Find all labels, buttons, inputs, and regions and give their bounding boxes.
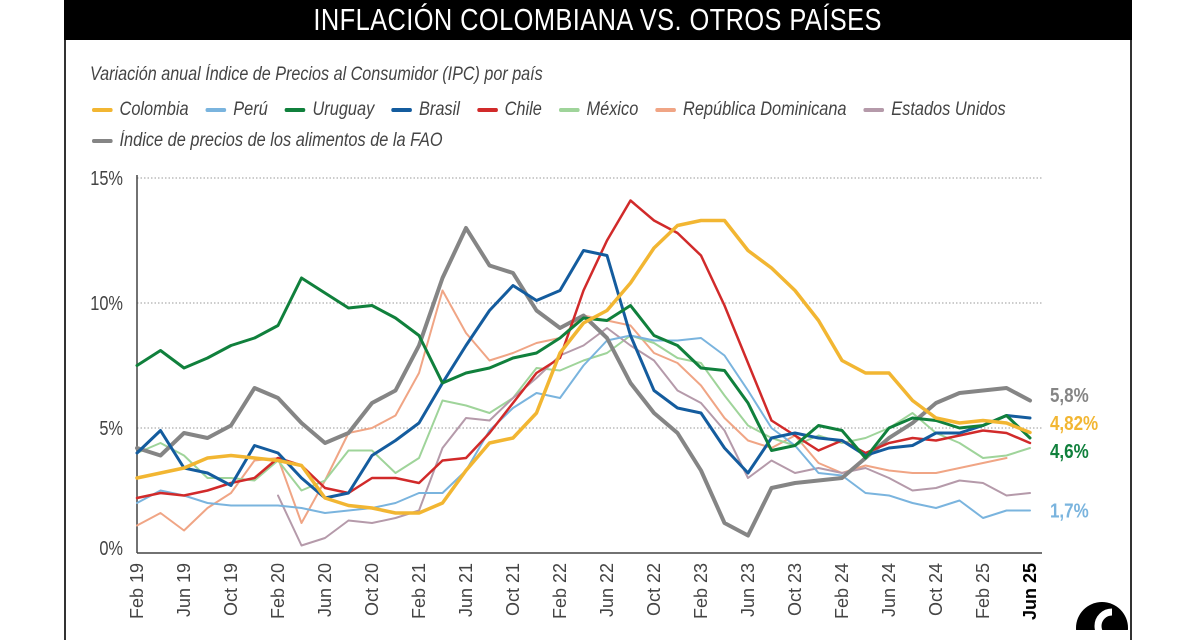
end-label-uruguay: 4,6% (1050, 440, 1089, 463)
legend-swatch (284, 107, 306, 112)
x-tick-label: Oct 20 (362, 563, 382, 616)
legend-item-estados-unidos: Estados Unidos (863, 98, 1006, 121)
legend-label: Chile (504, 98, 542, 120)
series-line-chile (135, 199, 1032, 500)
legend-label: Colombia (119, 98, 189, 120)
legend-swatch (863, 107, 885, 112)
legend-item-mexico: México (559, 99, 638, 121)
legend-row: Índice de precios de los alimentos de la… (92, 125, 986, 156)
legend-swatch (92, 138, 113, 143)
chart-subtitle: Variación anual Índice de Precios al Con… (90, 64, 543, 85)
legend-swatch (655, 107, 677, 112)
legend-swatch (391, 107, 413, 112)
x-tick-label: Jun 20 (315, 563, 335, 617)
legend-swatch (477, 107, 498, 112)
x-tick-label: Feb 25 (973, 563, 993, 619)
x-tick-label: Feb 23 (691, 563, 711, 619)
legend-item-peru: Perú (205, 98, 268, 121)
y-tick-label: 0% (99, 536, 123, 559)
series-line-colombia (135, 218, 1032, 515)
legend-label: Uruguay (312, 98, 375, 120)
legend-item-republica-dominicana: República Dominicana (655, 98, 847, 121)
series-line-peru (136, 334, 1031, 519)
x-tick-label: Oct 22 (644, 563, 664, 616)
x-tick-label: Feb 20 (268, 563, 288, 619)
x-tick-label: Jun 19 (174, 563, 194, 617)
legend-label: Perú (233, 98, 268, 120)
x-tick-label: Jun 24 (879, 563, 899, 617)
series-line-uruguay (135, 276, 1032, 460)
chart-frame (64, 0, 1132, 640)
x-tick-label: Feb 22 (550, 563, 570, 619)
x-tick-label: Jun 25 (1020, 563, 1040, 620)
legend-label: Brasil (419, 98, 460, 120)
end-label-peru: 1,7% (1050, 499, 1089, 522)
series-line-mexico (136, 334, 1031, 492)
chart-title: INFLACIÓN COLOMBIANA VS. OTROS PAÍSES (313, 2, 883, 37)
legend-item-indice-de-precios-de-los-alimentos-de-la-fao: Índice de precios de los alimentos de la… (92, 130, 443, 152)
legend-item-brasil: Brasil (391, 98, 460, 121)
legend-label: Estados Unidos (891, 98, 1006, 120)
legend-label: República Dominicana (683, 98, 847, 120)
end-label-colombia: 4,82% (1050, 412, 1098, 435)
series-line-estados-unidos (277, 327, 1031, 547)
end-label-indice-de-precios-de-los-alimentos-de-la-fao: 5,8% (1050, 384, 1089, 407)
x-tick-label: Oct 24 (926, 563, 946, 616)
title-bar: INFLACIÓN COLOMBIANA VS. OTROS PAÍSES (64, 0, 1132, 40)
legend-swatch (92, 107, 113, 112)
legend-item-uruguay: Uruguay (284, 98, 375, 121)
legend-label: Índice de precios de los alimentos de la… (119, 129, 443, 151)
x-tick-label: Oct 21 (503, 563, 523, 616)
legend-label: México (586, 98, 639, 120)
legend-row: Colombia Perú Uruguay Brasil Chile México Repú… (92, 94, 1006, 125)
legend-item-chile: Chile (477, 99, 542, 121)
brand-logo-glyph (1094, 608, 1113, 630)
x-tick-label: Oct 19 (221, 563, 241, 616)
legend: Colombia Perú Uruguay Brasil Chile México Repú… (92, 94, 1132, 156)
x-tick-label: Feb 21 (409, 563, 429, 619)
x-tick-label: Feb 24 (832, 563, 852, 619)
x-tick-label: Jun 21 (456, 563, 476, 617)
y-tick-label: 5% (99, 416, 123, 439)
legend-swatch (559, 107, 580, 112)
y-tick-label: 15% (90, 166, 123, 189)
legend-item-colombia: Colombia (92, 99, 189, 121)
x-tick-label: Oct 23 (785, 563, 805, 616)
x-tick-label: Jun 23 (738, 563, 758, 617)
series-line-indice-de-precios-de-los-alimentos-de-la-fao (135, 226, 1032, 538)
x-tick-label: Jun 22 (597, 563, 617, 617)
x-tick-label: Feb 19 (127, 563, 147, 619)
legend-swatch (205, 107, 227, 112)
y-tick-label: 10% (90, 291, 123, 314)
